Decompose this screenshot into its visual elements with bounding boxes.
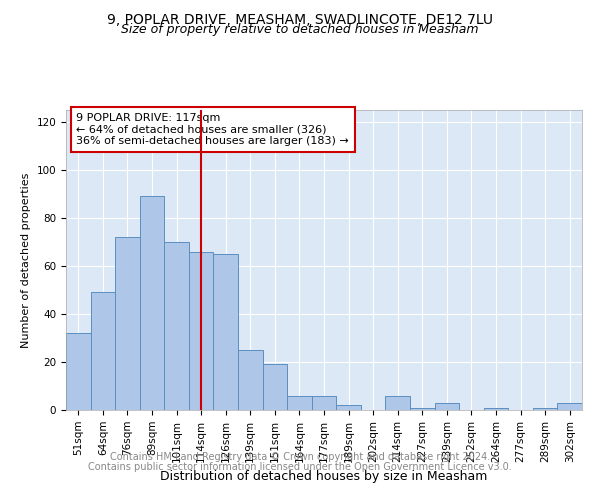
Bar xyxy=(238,350,263,410)
Bar xyxy=(434,403,459,410)
Bar xyxy=(66,333,91,410)
Text: Size of property relative to detached houses in Measham: Size of property relative to detached ho… xyxy=(121,22,479,36)
X-axis label: Distribution of detached houses by size in Measham: Distribution of detached houses by size … xyxy=(160,470,488,483)
Bar xyxy=(557,403,582,410)
Text: Contains HM Land Registry data © Crown copyright and database right 2024.: Contains HM Land Registry data © Crown c… xyxy=(110,452,490,462)
Bar xyxy=(164,242,189,410)
Bar xyxy=(214,254,238,410)
Bar xyxy=(189,252,214,410)
Bar xyxy=(385,396,410,410)
Bar xyxy=(140,196,164,410)
Bar xyxy=(263,364,287,410)
Text: 9 POPLAR DRIVE: 117sqm
← 64% of detached houses are smaller (326)
36% of semi-de: 9 POPLAR DRIVE: 117sqm ← 64% of detached… xyxy=(76,113,349,146)
Bar xyxy=(410,408,434,410)
Bar xyxy=(336,405,361,410)
Text: 9, POPLAR DRIVE, MEASHAM, SWADLINCOTE, DE12 7LU: 9, POPLAR DRIVE, MEASHAM, SWADLINCOTE, D… xyxy=(107,12,493,26)
Text: Contains public sector information licensed under the Open Government Licence v3: Contains public sector information licen… xyxy=(88,462,512,472)
Bar xyxy=(312,396,336,410)
Bar xyxy=(115,237,140,410)
Bar xyxy=(533,408,557,410)
Y-axis label: Number of detached properties: Number of detached properties xyxy=(21,172,31,348)
Bar xyxy=(287,396,312,410)
Bar xyxy=(484,408,508,410)
Bar xyxy=(91,292,115,410)
